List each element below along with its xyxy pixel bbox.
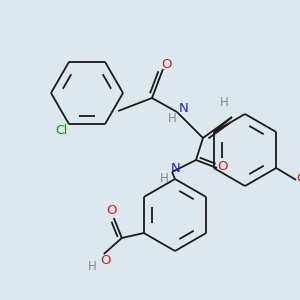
Text: H: H — [160, 172, 168, 184]
Text: H: H — [168, 112, 176, 125]
Text: O: O — [296, 172, 300, 184]
Text: O: O — [162, 58, 172, 70]
Text: O: O — [106, 205, 117, 218]
Text: N: N — [179, 103, 189, 116]
Text: O: O — [217, 160, 227, 172]
Text: Cl: Cl — [55, 124, 67, 137]
Text: H: H — [87, 260, 96, 272]
Text: N: N — [171, 161, 181, 175]
Text: O: O — [100, 254, 111, 268]
Text: H: H — [220, 97, 228, 110]
